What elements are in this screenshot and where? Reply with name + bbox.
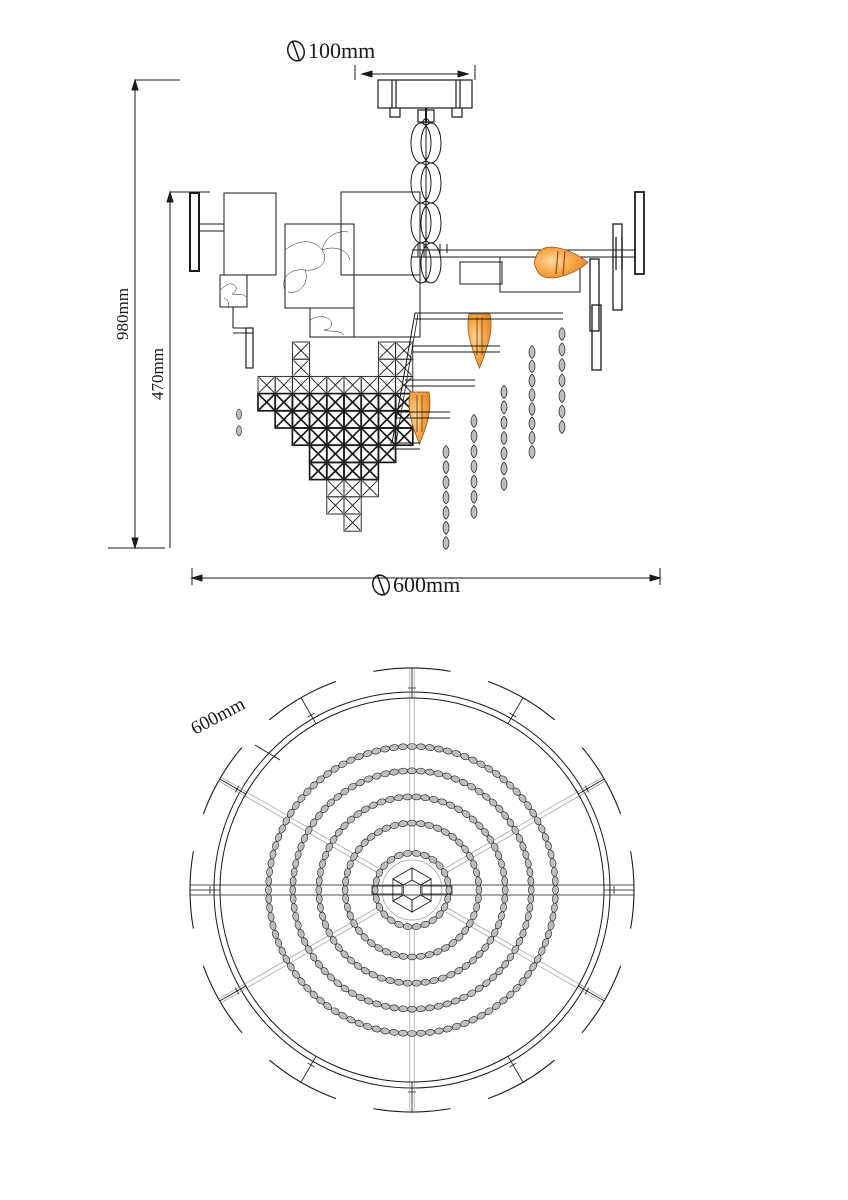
svg-text:980mm: 980mm bbox=[113, 288, 132, 340]
svg-text:100mm: 100mm bbox=[308, 38, 375, 63]
svg-text:600mm: 600mm bbox=[393, 572, 460, 597]
svg-text:470mm: 470mm bbox=[148, 348, 167, 400]
